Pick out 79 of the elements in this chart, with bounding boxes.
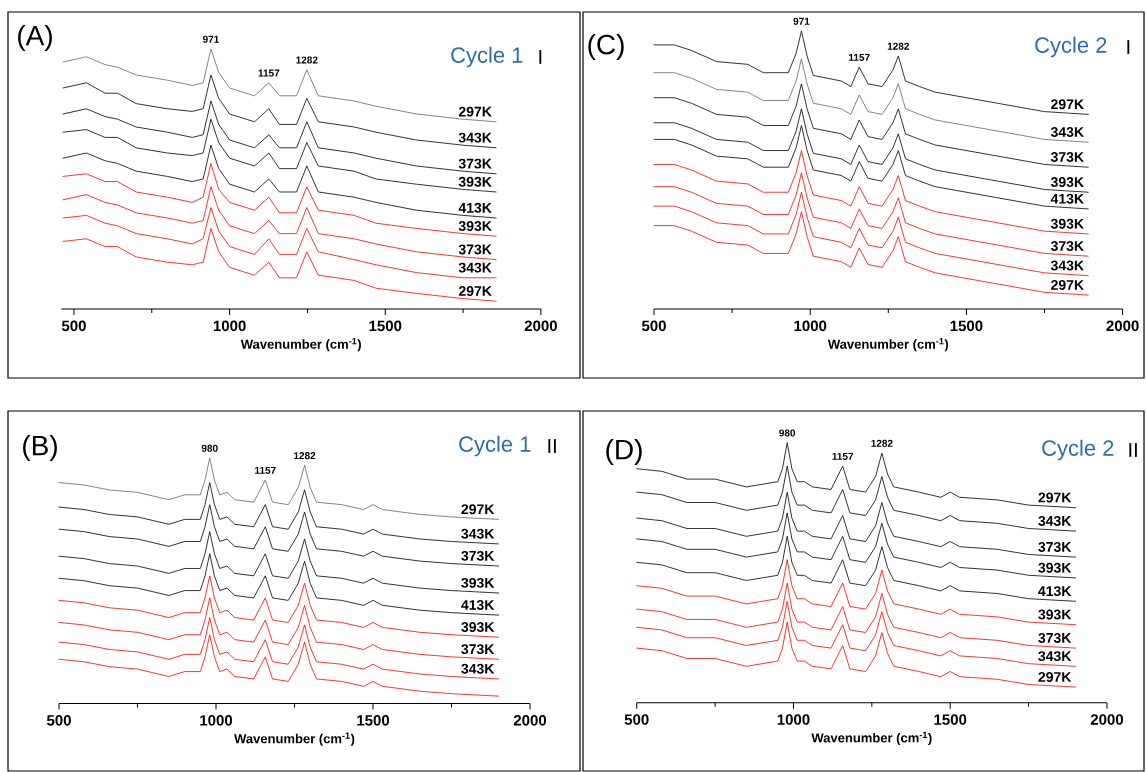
series-label: 343K xyxy=(461,663,495,674)
series-label: 297K xyxy=(458,286,492,296)
x-tick-label: 500 xyxy=(624,714,649,725)
series-label: 297K xyxy=(1038,492,1072,503)
series-label: 393K xyxy=(1038,562,1072,573)
series-label: 343K xyxy=(458,132,492,143)
x-axis-title: Wavenumber (cm$^{-1}$) xyxy=(234,732,355,746)
x-tick-label: 1500 xyxy=(357,715,390,726)
series-label: 393K xyxy=(461,577,495,588)
annotation: 1282 xyxy=(294,452,316,460)
annotation: 971 xyxy=(202,35,219,43)
chart-title: (D) xyxy=(606,438,642,466)
annotation: 980 xyxy=(201,444,218,452)
series-label: 393K xyxy=(1050,177,1084,188)
series-label: 297K xyxy=(1038,671,1072,682)
x-tick-label: 500 xyxy=(46,715,71,726)
annotation: 971 xyxy=(793,17,810,25)
annotation: 1282 xyxy=(871,439,893,447)
chart-subtitle: Cycle 1 xyxy=(451,46,523,68)
chart-title: (C) xyxy=(588,33,624,61)
x-axis-title: Wavenumber (cm$^{-1}$) xyxy=(240,338,361,352)
x-axis-title: Wavenumber (cm$^{-1}$) xyxy=(827,338,949,352)
text: II xyxy=(1129,443,1137,457)
annotation: 1282 xyxy=(887,42,910,50)
x-tick-label: 1000 xyxy=(777,714,810,725)
series-label: 373K xyxy=(461,550,495,561)
series-label: 413K xyxy=(458,202,492,213)
series-label: 393K xyxy=(461,622,495,633)
annotation: 1157 xyxy=(832,452,854,460)
annotation: 1157 xyxy=(255,466,276,474)
x-tick-label: 1500 xyxy=(934,714,967,725)
series-label: 343K xyxy=(461,528,495,539)
chart-title: (A) xyxy=(18,24,52,52)
x-tick-label: 500 xyxy=(641,320,666,332)
x-tick-label: 1500 xyxy=(369,320,402,332)
x-tick-label: 2000 xyxy=(1090,714,1124,725)
series-label: 393K xyxy=(458,221,492,231)
series-label: 413K xyxy=(461,599,495,610)
x-axis-title: Wavenumber (cm$^{-1}$) xyxy=(811,731,932,746)
series-label: 373K xyxy=(1038,541,1072,552)
chart-subtitle: Cycle 1 xyxy=(459,435,531,457)
series-label: 413K xyxy=(1050,193,1084,204)
series-label: 297K xyxy=(1051,279,1084,290)
annotation: I xyxy=(539,50,542,64)
annotation: 980 xyxy=(779,429,796,437)
x-tick-label: 500 xyxy=(61,320,86,332)
x-tick-label: 1000 xyxy=(794,320,827,332)
annotation: 1157 xyxy=(258,69,280,77)
series-label: 373K xyxy=(461,644,495,655)
chart-subtitle: Cycle 2 xyxy=(1042,439,1114,461)
series-label: 393K xyxy=(458,176,492,187)
x-tick-label: 2000 xyxy=(1106,320,1139,332)
series-label: 373K xyxy=(1050,152,1084,163)
series-label: 343K xyxy=(1050,127,1084,137)
text: I xyxy=(1127,40,1130,54)
chart-subtitle: Cycle 2 xyxy=(1035,36,1107,58)
series-label: 297K xyxy=(458,106,492,117)
x-tick-label: 2000 xyxy=(513,715,547,726)
annotation: 1282 xyxy=(296,56,318,64)
chart-title: (B) xyxy=(23,434,57,462)
series-label: 343K xyxy=(1038,515,1072,526)
series-label: 297K xyxy=(461,504,495,515)
series-label: 373K xyxy=(458,158,492,169)
series-label: 297K xyxy=(1051,99,1084,110)
annotation: 1157 xyxy=(849,53,870,61)
series-label: 373K xyxy=(1050,241,1084,251)
series-label: 373K xyxy=(458,244,492,255)
series-label: 343K xyxy=(1050,260,1084,271)
x-tick-label: 1000 xyxy=(200,715,233,726)
series-label: 343K xyxy=(1038,651,1072,662)
text: II xyxy=(548,439,556,453)
series-label: 393K xyxy=(1050,218,1084,229)
series-label: 373K xyxy=(1038,632,1072,643)
series-label: 393K xyxy=(1038,609,1072,620)
x-tick-label: 1000 xyxy=(213,320,246,332)
series-label: 343K xyxy=(458,262,492,273)
x-tick-label: 2000 xyxy=(524,320,557,332)
series-label: 413K xyxy=(1038,586,1072,597)
x-tick-label: 1500 xyxy=(950,320,983,332)
